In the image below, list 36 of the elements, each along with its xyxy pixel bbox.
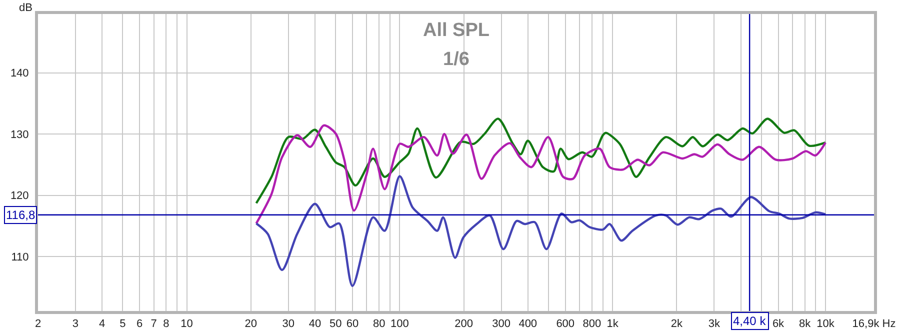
x-tick-label: 3k xyxy=(708,318,720,330)
x-tick-label: 8 xyxy=(163,318,170,330)
ref-line-label: 116,8 xyxy=(6,208,36,222)
x-tick-label: 300 xyxy=(492,318,510,330)
y-tick-label: 140 xyxy=(10,68,29,80)
x-tick-label: 4 xyxy=(99,318,106,330)
x-tick-label: 600 xyxy=(556,318,575,330)
x-tick-label: 100 xyxy=(390,318,409,330)
x-tick-label: 16,9k Hz xyxy=(852,318,896,330)
y-tick-label: 110 xyxy=(11,251,29,264)
x-tick-label: 7 xyxy=(150,318,157,330)
chart-title: All SPL xyxy=(423,20,490,41)
text: 1/6 xyxy=(443,49,470,70)
x-tick-label: 5 xyxy=(120,318,126,330)
x-tick-label: 1k xyxy=(606,318,619,330)
ref-line-label: 4,40 k xyxy=(733,314,767,328)
x-tick-label: 50 xyxy=(329,318,342,330)
x-tick-label: 80 xyxy=(372,318,386,330)
x-tick-label: 10k xyxy=(816,318,835,330)
x-tick-label: 200 xyxy=(454,318,473,330)
x-tick-label: 40 xyxy=(308,318,322,330)
x-tick-label: 10 xyxy=(180,318,193,330)
x-tick-label: 3 xyxy=(72,318,79,330)
x-tick-label: 6 xyxy=(136,318,143,330)
y-tick-label: 130 xyxy=(10,128,29,141)
x-tick-label: 2 xyxy=(34,318,42,330)
x-tick-label: 800 xyxy=(582,318,602,330)
x-tick-label: 8k xyxy=(799,318,812,330)
x-tick-label: 60 xyxy=(346,318,359,330)
x-tick-label: 20 xyxy=(244,318,258,330)
x-tick-label: 400 xyxy=(518,318,538,330)
x-tick-label: 2k xyxy=(670,318,683,330)
x-tick-label: 30 xyxy=(282,318,295,330)
y-tick-label: 120 xyxy=(10,190,29,202)
y-axis-title: dB xyxy=(19,2,32,14)
x-tick-label: 6k xyxy=(772,318,785,330)
